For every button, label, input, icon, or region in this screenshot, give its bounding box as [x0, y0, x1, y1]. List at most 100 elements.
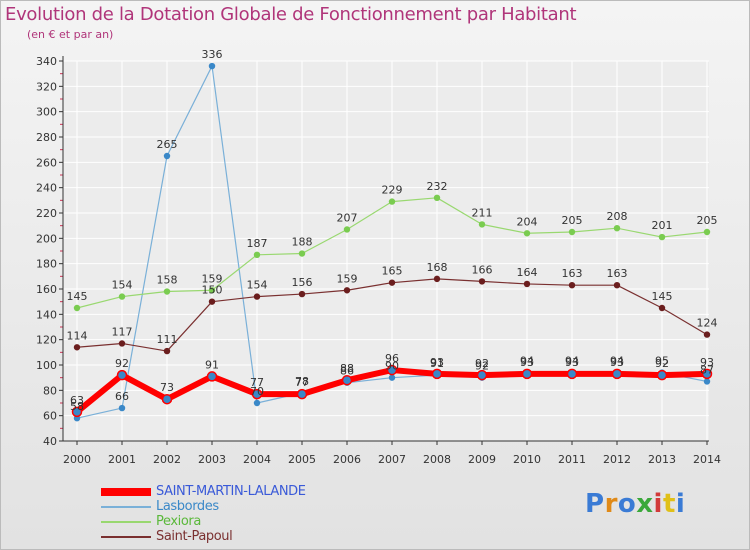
x-tick-label: 2001	[108, 453, 136, 466]
y-tick-label: 100	[36, 359, 57, 372]
data-point	[611, 368, 623, 380]
x-tick-label: 2005	[288, 453, 316, 466]
y-tick-label: 200	[36, 232, 57, 245]
data-label: 117	[112, 325, 133, 338]
data-point	[253, 399, 261, 407]
y-tick-label: 180	[36, 258, 57, 271]
y-tick-label: 320	[36, 80, 57, 93]
data-point	[388, 374, 396, 381]
legend-swatch	[101, 521, 151, 523]
legend-label: Pexiora	[156, 514, 201, 529]
data-point	[613, 282, 621, 289]
data-point	[386, 364, 398, 376]
data-label: 90	[385, 360, 399, 373]
data-point	[388, 279, 396, 286]
data-label: 163	[607, 267, 628, 280]
y-tick-label: 60	[43, 410, 57, 423]
legend-item: Pexiora	[101, 514, 401, 530]
data-label: 92	[475, 357, 489, 370]
data-label: 92	[475, 360, 489, 373]
chart-subtitle: (en € et par an)	[27, 28, 114, 41]
data-point	[73, 304, 81, 312]
data-label: 114	[67, 329, 88, 342]
data-label: 93	[565, 356, 579, 369]
y-tick-label: 240	[36, 182, 57, 195]
legend-swatch	[101, 506, 151, 508]
data-point	[118, 340, 126, 347]
data-label: 93	[610, 356, 624, 369]
logo-letter: o	[617, 489, 637, 519]
data-label: 166	[472, 263, 493, 276]
x-tick-label: 2013	[648, 453, 676, 466]
data-label: 58	[70, 400, 84, 413]
data-point	[388, 198, 396, 205]
data-label: 63	[70, 394, 84, 407]
legend-item: SAINT-MARTIN-LALANDE	[101, 484, 401, 500]
legend-item: Saint-Papoul	[101, 529, 401, 545]
data-label: 124	[697, 317, 718, 330]
data-point	[161, 393, 173, 405]
x-tick-label: 2002	[153, 453, 181, 466]
data-label: 188	[292, 236, 313, 249]
data-point	[208, 287, 216, 294]
data-point	[431, 368, 443, 380]
legend-label: Saint-Papoul	[156, 529, 233, 544]
data-label: 229	[382, 184, 403, 197]
data-point	[341, 374, 353, 386]
data-point	[568, 282, 576, 289]
legend-item: Lasbordes	[101, 499, 401, 515]
data-label: 70	[250, 385, 264, 398]
data-label: 87	[700, 363, 714, 376]
x-tick-label: 2003	[198, 453, 226, 466]
data-label: 156	[292, 276, 313, 289]
data-label: 145	[67, 290, 88, 303]
data-point	[478, 278, 486, 285]
data-label: 91	[205, 358, 219, 371]
x-tick-label: 2004	[243, 453, 271, 466]
data-label: 164	[517, 266, 538, 279]
data-label: 94	[520, 355, 534, 368]
x-tick-label: 2006	[333, 453, 361, 466]
data-point	[208, 62, 216, 70]
data-label: 159	[337, 272, 358, 285]
data-label: 145	[652, 290, 673, 303]
data-point	[118, 293, 126, 300]
proxiti-logo: Proxiti	[585, 489, 685, 519]
y-tick-label: 160	[36, 283, 57, 296]
data-label: 94	[610, 355, 624, 368]
legend-swatch	[101, 488, 151, 496]
data-point	[343, 226, 351, 233]
data-label: 77	[250, 376, 264, 389]
y-tick-label: 340	[36, 55, 57, 68]
data-label: 93	[520, 356, 534, 369]
data-label: 265	[157, 138, 178, 151]
data-point	[566, 368, 578, 380]
data-point	[433, 275, 441, 283]
chart-legend: SAINT-MARTIN-LALANDE Lasbordes Pexiora Sain…	[101, 484, 401, 545]
data-label: 73	[160, 381, 174, 394]
data-label: 163	[562, 267, 583, 280]
data-label: 201	[652, 219, 673, 232]
data-point	[253, 251, 261, 258]
data-label: 92	[655, 357, 669, 370]
data-label: 211	[472, 206, 493, 219]
logo-letter: x	[636, 489, 654, 519]
legend-label: SAINT-MARTIN-LALANDE	[156, 484, 306, 499]
data-label: 204	[517, 215, 538, 228]
x-tick-label: 2010	[513, 453, 541, 466]
data-label: 86	[340, 365, 354, 378]
legend-swatch	[101, 536, 151, 538]
data-label: 94	[565, 355, 579, 368]
data-label: 232	[427, 180, 448, 193]
data-point	[521, 368, 533, 380]
data-point	[298, 250, 306, 257]
data-point	[116, 369, 128, 381]
data-point	[163, 288, 171, 295]
logo-letter: i	[653, 489, 663, 519]
data-label: 150	[202, 284, 223, 297]
data-point	[703, 228, 711, 236]
data-point	[701, 368, 713, 380]
data-label: 96	[385, 352, 399, 365]
data-point	[118, 404, 126, 412]
